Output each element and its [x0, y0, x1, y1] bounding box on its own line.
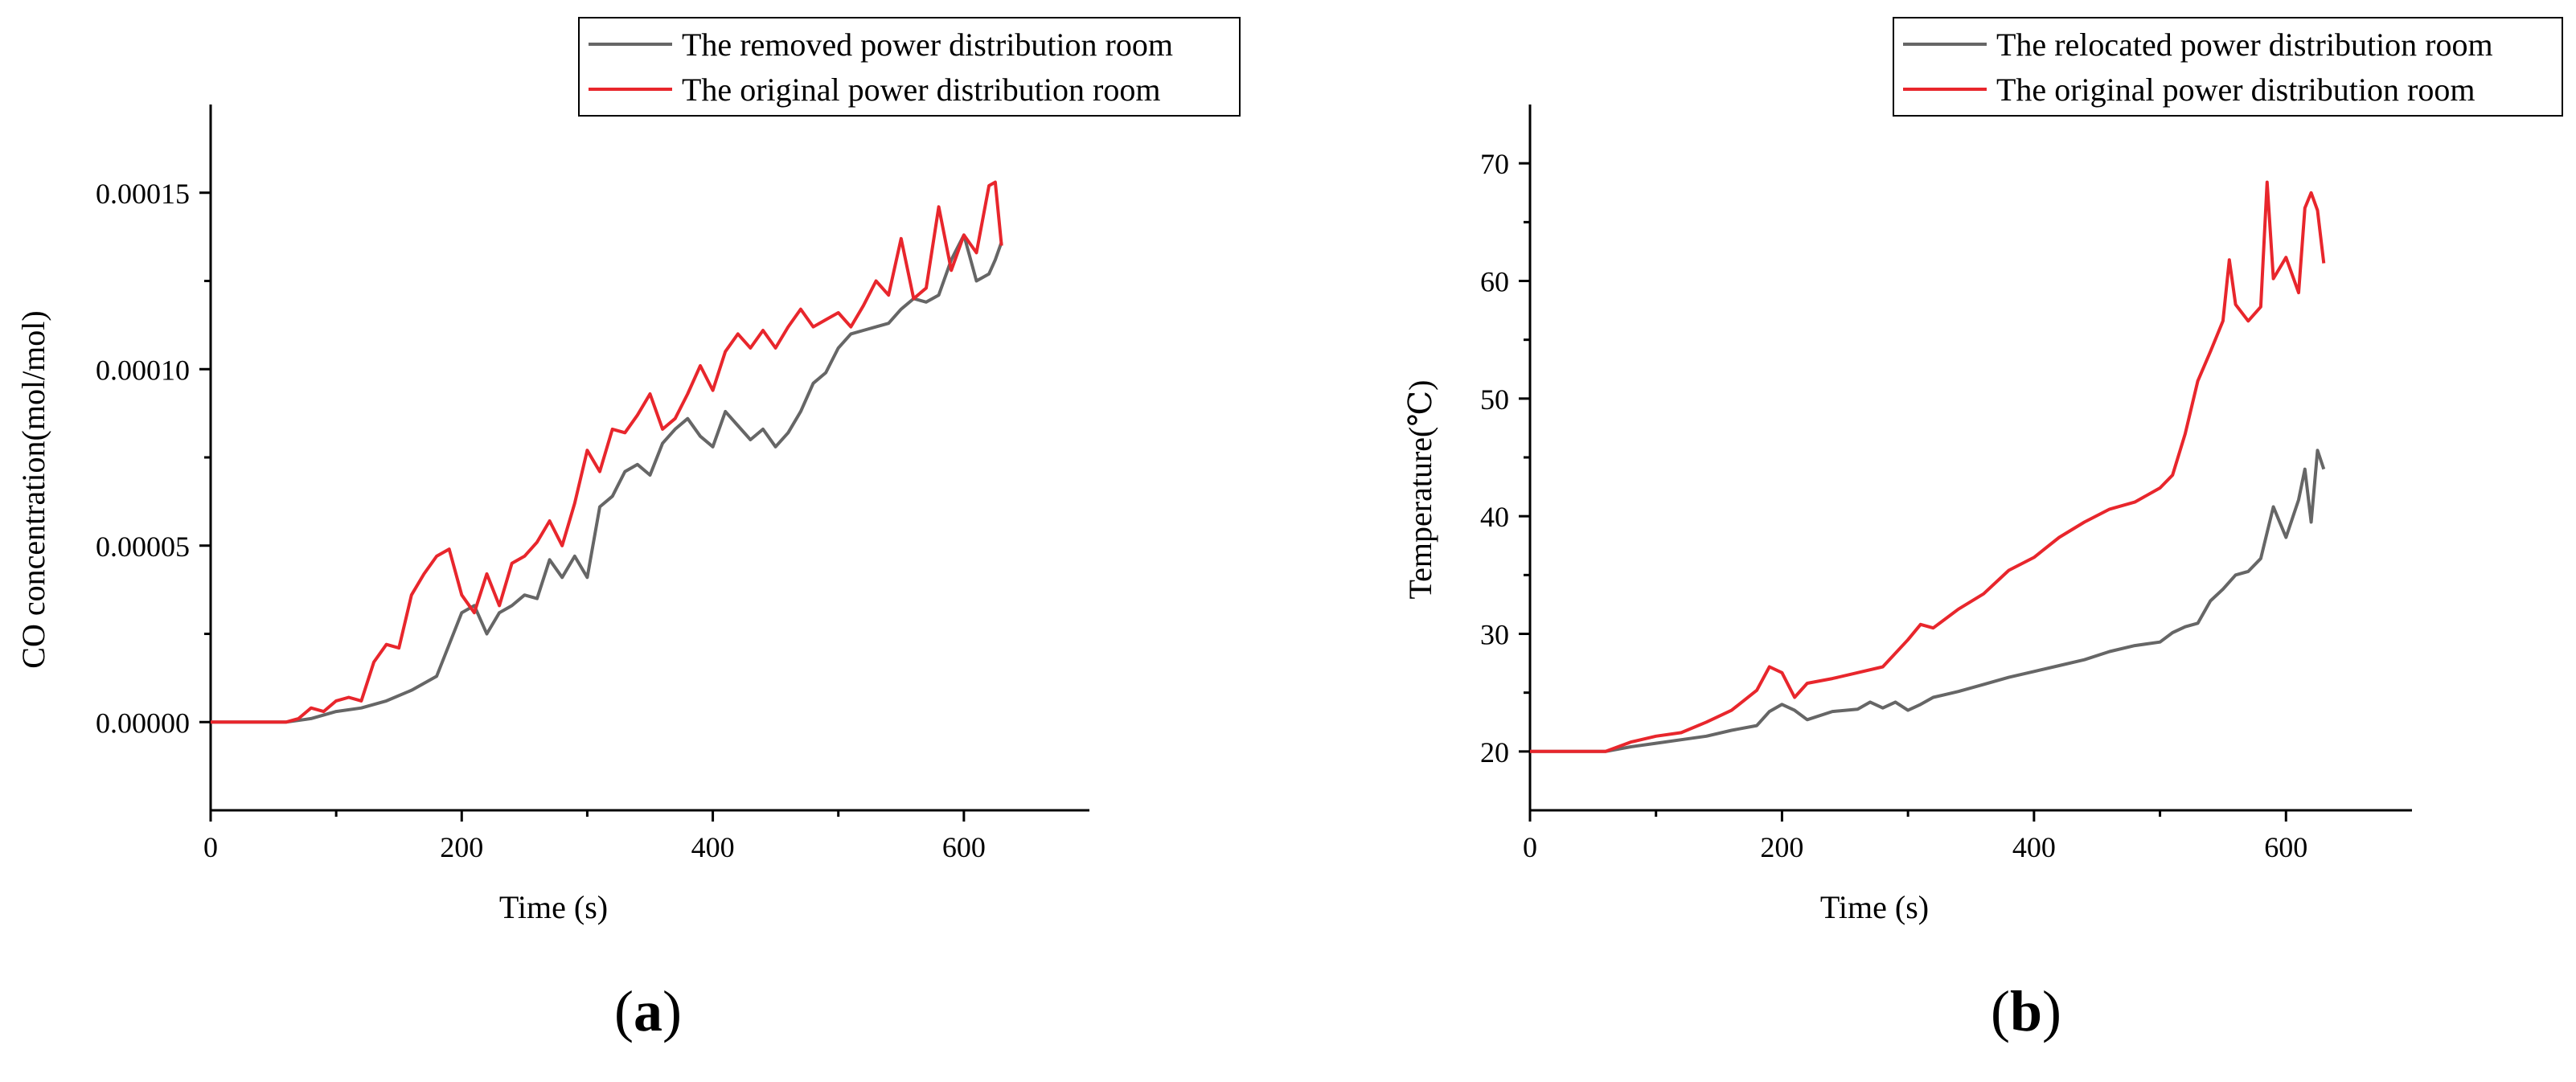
chart-a-x-tick-label: 600: [942, 831, 986, 863]
chart-b-y-tick-label: 60: [1480, 266, 1509, 298]
chart-a-x-tick-label: 200: [440, 831, 483, 863]
chart-b-legend-label-1: The relocated power distribution room: [1996, 27, 2493, 63]
chart-b-series-line-1: [1530, 449, 2326, 753]
chart-b-x-tick-label: 0: [1523, 831, 1537, 863]
chart-b-y-tick-label: 20: [1480, 736, 1509, 768]
chart-a-series-line-1: [211, 233, 1003, 724]
chart-b-x-tick-label: 400: [2012, 831, 2056, 863]
chart-a-series-line-2: [211, 180, 1003, 724]
chart-a-y-tick-label: 0.00015: [96, 178, 190, 210]
chart-a-panel-label: (a): [614, 979, 682, 1043]
chart-a-y-tick-label: 0.00010: [96, 354, 190, 386]
chart-b-x-axis-title: Time (s): [1820, 889, 1929, 925]
chart-a-legend-label-1: The removed power distribution room: [682, 27, 1173, 63]
chart-b-y-tick-label: 30: [1480, 619, 1509, 651]
chart-b-legend-label-2: The original power distribution room: [1996, 72, 2475, 108]
chart-a-y-tick-label: 0.00005: [96, 531, 190, 563]
chart-a-y-axis-title: CO concentration(mol/mol): [15, 310, 51, 668]
chart-a-x-axis-title: Time (s): [499, 889, 608, 925]
chart-b-y-tick-label: 40: [1480, 501, 1509, 533]
chart-b-y-axis-title: Temperature(℃): [1402, 380, 1438, 600]
chart-a-legend-label-2: The original power distribution room: [682, 72, 1160, 108]
chart-b-legend-box: [1893, 17, 2563, 117]
chart-b-panel: 0 200 400 600 20 30 40 50 60 70 Time (s) Temperatur…: [1402, 17, 2563, 1043]
chart-a-panel: 0 200 400 600 0.00000 0.00005 0.00010 0.00015 Ti…: [15, 17, 1241, 1043]
chart-a-x-tick-label: 400: [691, 831, 735, 863]
chart-b-legend: The relocated power distribution room The…: [1893, 17, 2563, 117]
chart-a-legend: The removed power distribution room The o…: [578, 17, 1241, 117]
chart-a-legend-box: [578, 17, 1241, 117]
chart-a-x-tick-label: 0: [203, 831, 218, 863]
chart-b-panel-label: (b): [1991, 979, 2061, 1043]
chart-b-y-tick-label: 50: [1480, 383, 1509, 416]
chart-b-series-line-2: [1530, 180, 2326, 753]
chart-b-y-tick-label: 70: [1480, 148, 1509, 180]
chart-b-x-tick-label: 200: [1760, 831, 1803, 863]
chart-b-x-tick-label: 600: [2264, 831, 2307, 863]
chart-a-y-tick-label: 0.00000: [96, 707, 190, 739]
